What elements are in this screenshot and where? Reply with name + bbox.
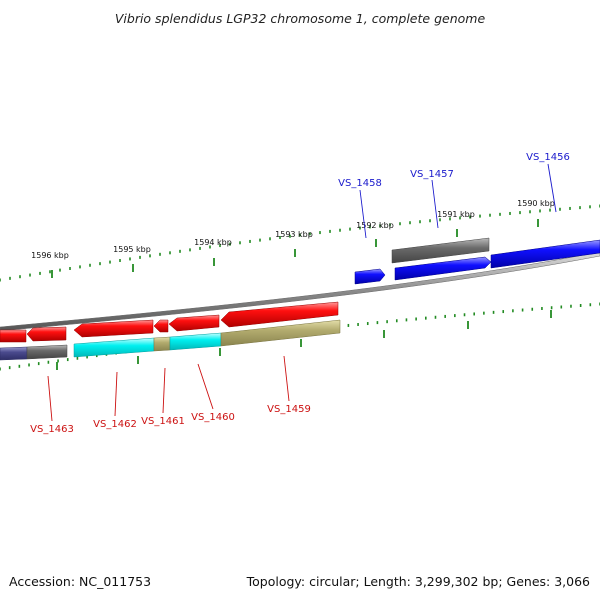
gene-leader-line [114, 371, 118, 417]
tick-label: 1591 kbp [437, 210, 475, 219]
gene-arrow-vs-1462[interactable] [73, 319, 154, 338]
gene-leader-line [162, 367, 166, 414]
tick-label: 1594 kbp [194, 238, 232, 247]
tick-label: 1592 kbp [356, 221, 394, 230]
gene-label-reverse[interactable]: VS_1459 [267, 404, 311, 415]
gene-label-forward[interactable]: VS_1456 [526, 152, 570, 163]
gene-leader-line [283, 355, 290, 402]
tick-label: 1590 kbp [517, 199, 555, 208]
tick-label: 1595 kbp [113, 245, 151, 254]
feature-olive-1 [153, 336, 171, 352]
reverse-strand-features [0, 319, 341, 361]
gene-label-reverse[interactable]: VS_1460 [191, 412, 235, 423]
gene-leader-line [47, 375, 53, 422]
gene-arrow-vs-1458[interactable] [354, 268, 386, 285]
feature-cyan-2 [169, 332, 222, 351]
accession-text: Accession: NC_011753 [9, 574, 151, 589]
ticks-layer: 1596 kbp 1595 kbp 1594 kbp 1593 kbp 1592 kbp… [0, 199, 600, 371]
gene-leader-line [547, 163, 557, 213]
gene-arrow-vs-1461[interactable] [153, 319, 169, 333]
gene-leader-line [431, 179, 439, 229]
gene-arrow-vs-1456[interactable] [490, 239, 600, 269]
feature-gray-right [391, 237, 490, 264]
gene-arrow-vs-1460[interactable] [168, 314, 220, 332]
tick-label: 1593 kbp [275, 230, 313, 239]
gene-label-reverse[interactable]: VS_1461 [141, 416, 185, 427]
forward-strand-genes [354, 237, 600, 285]
feature-cyan-1 [73, 337, 155, 358]
topology-text: Topology: circular; Length: 3,299,302 bp… [246, 574, 590, 589]
gene-label-forward[interactable]: VS_1457 [410, 169, 454, 180]
gene-label-forward[interactable]: VS_1458 [338, 178, 382, 189]
gene-arrow-vs-1459[interactable] [220, 301, 339, 328]
gene-arrow-vs-1457[interactable] [394, 256, 492, 281]
gene-leader-line [197, 363, 214, 410]
map-title: Vibrio splendidus LGP32 chromosome 1, co… [115, 11, 486, 26]
gene-arrow-vs-1462-left[interactable] [26, 326, 67, 342]
gene-labels-layer: VS_1458 VS_1457 VS_1456 VS_1463 VS_1462 VS_14… [30, 152, 570, 435]
genome-backbone [0, 251, 600, 332]
gene-label-reverse[interactable]: VS_1463 [30, 424, 74, 435]
feature-slate [0, 346, 28, 361]
feature-olive-2 [220, 319, 341, 347]
tick-label: 1596 kbp [31, 251, 69, 260]
gene-arrow-vs-1463[interactable] [0, 329, 27, 343]
gene-label-reverse[interactable]: VS_1462 [93, 419, 137, 430]
gene-leader-line [359, 189, 367, 239]
reverse-strand-genes [0, 301, 339, 343]
feature-gray-left [26, 344, 68, 360]
